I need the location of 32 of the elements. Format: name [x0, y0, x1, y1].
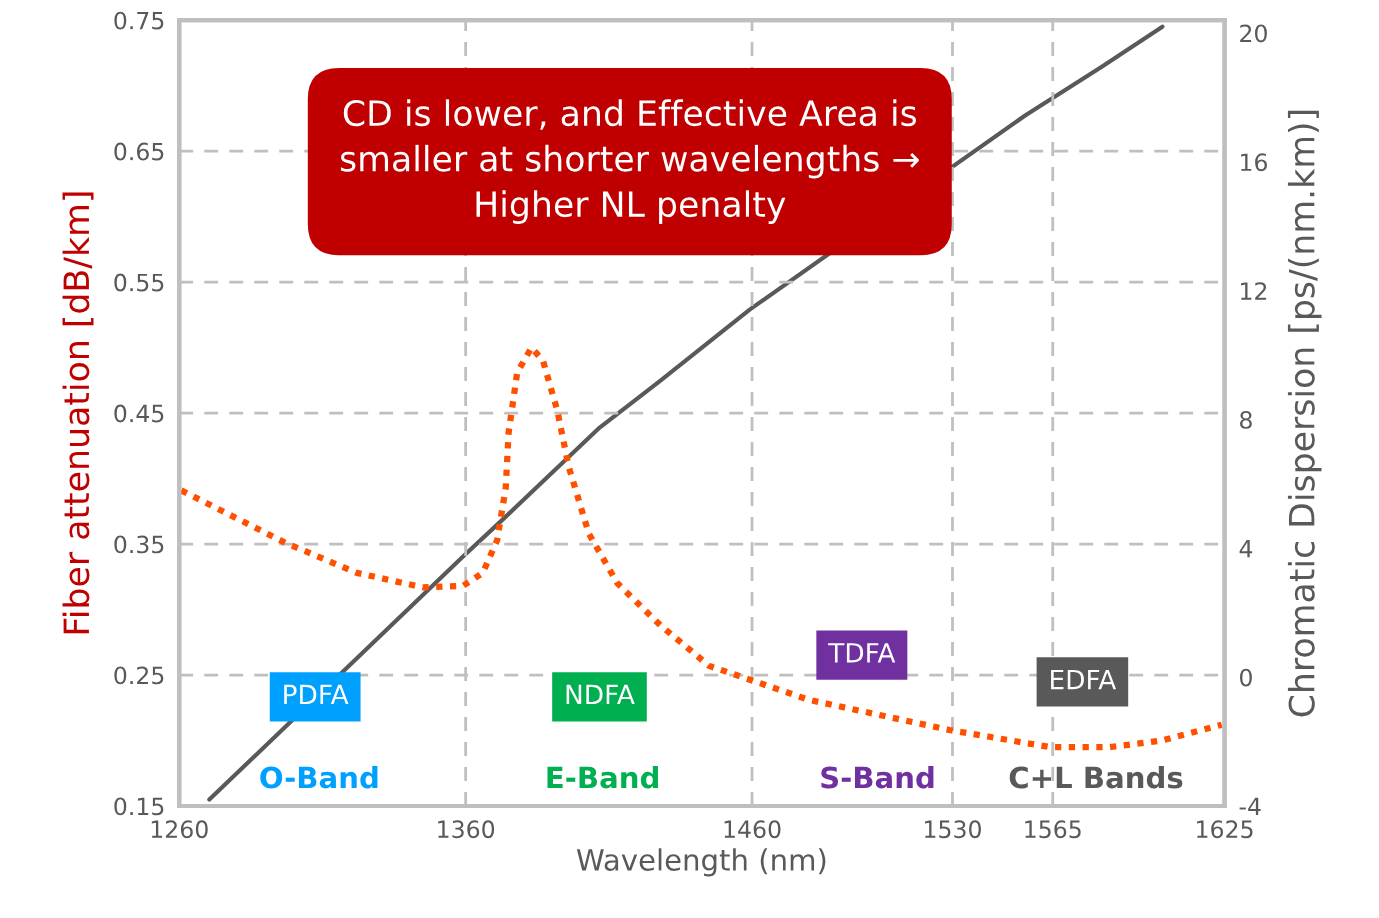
y-tick-label: 0.75 [114, 11, 164, 30]
x-axis-title: Wavelength (nm) [576, 848, 826, 877]
x-tick-label: 1460 [724, 820, 781, 839]
y-tick-label: 0.45 [114, 404, 164, 423]
y-tick-label: 0.55 [114, 273, 164, 292]
y-tick-label: 0.15 [114, 797, 164, 816]
x-tick-label: 1625 [1197, 820, 1253, 839]
annotation: PDFA [284, 684, 349, 705]
y2-tick-label: 16 [1241, 153, 1267, 172]
x-tick-label: 1565 [1025, 820, 1081, 839]
annotation: NDFA [566, 684, 635, 705]
y-tick-label: 0.25 [114, 666, 164, 685]
y-axis-title: Fiber attenuation [dB/km] [62, 192, 94, 634]
annotation: C+L Bands [1009, 765, 1183, 789]
y2-tick-label: -4 [1239, 797, 1261, 815]
y2-axis-title: Chromatic Dispersion [ps/(nm.km)] [1287, 110, 1322, 717]
y-tick-label: 0.35 [114, 535, 164, 554]
y2-tick-label: 0 [1240, 668, 1252, 687]
y-tick-label: 0.65 [114, 142, 164, 161]
annotation: TDFA [828, 643, 896, 663]
y2-tick-label: 20 [1240, 24, 1267, 43]
annotation: E-Band [547, 765, 658, 789]
annotation: EDFA [1051, 669, 1117, 690]
y2-tick-label: 12 [1241, 282, 1267, 300]
annotation: CD is lower, and Effective Area is smaller at shorter wavelengths → Higher NL penalty [340, 99, 919, 224]
x-tick-label: 1360 [438, 820, 495, 839]
annotation: O-Band [260, 765, 378, 789]
x-tick-label: 1260 [151, 820, 208, 839]
y2-tick-label: 8 [1240, 410, 1252, 429]
annotation: S-Band [821, 765, 934, 789]
y2-tick-label: 4 [1239, 540, 1253, 558]
x-tick-label: 1530 [925, 820, 981, 839]
